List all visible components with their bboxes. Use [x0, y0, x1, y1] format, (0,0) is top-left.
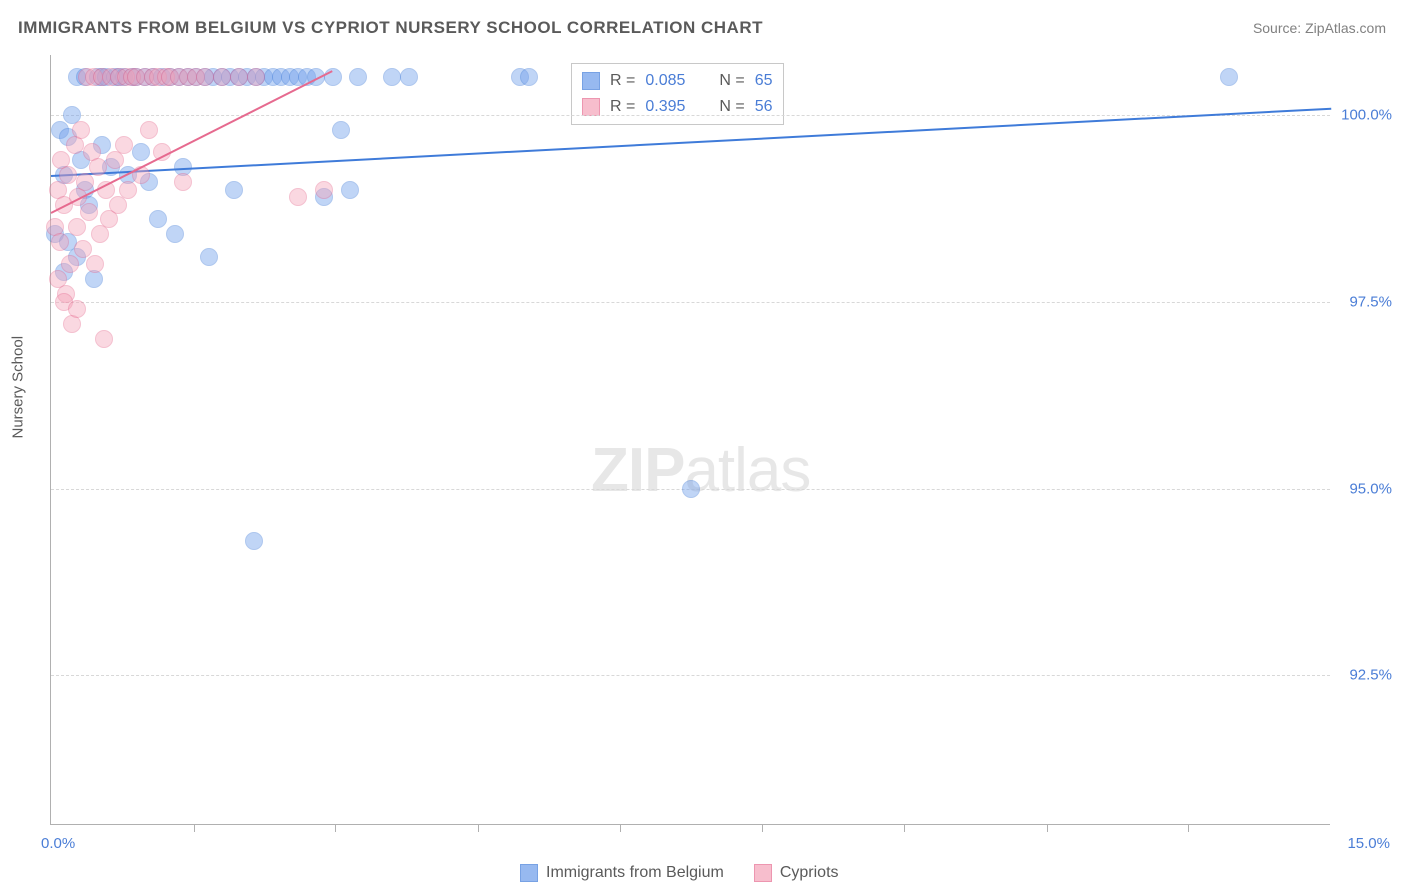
scatter-point	[166, 225, 184, 243]
chart-title: IMMIGRANTS FROM BELGIUM VS CYPRIOT NURSE…	[18, 18, 763, 38]
scatter-point	[89, 158, 107, 176]
scatter-point	[682, 480, 700, 498]
legend-item-series1: Immigrants from Belgium	[520, 864, 724, 882]
stats-row-series1: R = 0.085 N = 65	[582, 68, 773, 94]
x-axis-max-label: 15.0%	[1347, 835, 1390, 852]
scatter-point	[520, 68, 538, 86]
scatter-point	[49, 270, 67, 288]
scatter-point	[86, 255, 104, 273]
scatter-point	[196, 68, 214, 86]
legend-item-series2: Cypriots	[754, 864, 839, 882]
watermark: ZIPatlas	[591, 435, 810, 506]
gridline	[51, 302, 1330, 303]
scatter-point	[59, 166, 77, 184]
plot-area: ZIPatlas R = 0.085 N = 65 R = 0.395 N = …	[50, 55, 1330, 825]
gridline	[51, 675, 1330, 676]
scatter-point	[1220, 68, 1238, 86]
scatter-point	[119, 181, 137, 199]
scatter-point	[332, 121, 350, 139]
scatter-point	[80, 203, 98, 221]
scatter-point	[76, 173, 94, 191]
x-tick	[620, 824, 621, 832]
scatter-point	[61, 255, 79, 273]
scatter-point	[51, 233, 69, 251]
scatter-point	[213, 68, 231, 86]
swatch-series2	[582, 98, 600, 116]
x-tick	[335, 824, 336, 832]
scatter-point	[383, 68, 401, 86]
scatter-point	[245, 532, 263, 550]
scatter-point	[149, 210, 167, 228]
scatter-point	[225, 181, 243, 199]
x-tick	[904, 824, 905, 832]
y-tick-label: 100.0%	[1341, 106, 1392, 123]
stats-row-series2: R = 0.395 N = 56	[582, 94, 773, 120]
scatter-point	[400, 68, 418, 86]
y-tick-label: 92.5%	[1349, 667, 1392, 684]
scatter-point	[349, 68, 367, 86]
x-tick	[194, 824, 195, 832]
x-tick	[762, 824, 763, 832]
scatter-point	[132, 143, 150, 161]
scatter-point	[341, 181, 359, 199]
scatter-point	[247, 68, 265, 86]
legend: Immigrants from Belgium Cypriots	[520, 864, 839, 882]
y-tick-label: 97.5%	[1349, 293, 1392, 310]
scatter-point	[315, 181, 333, 199]
legend-swatch-series2	[754, 864, 772, 882]
scatter-point	[289, 188, 307, 206]
y-axis-label: Nursery School	[10, 336, 27, 439]
scatter-point	[68, 218, 86, 236]
scatter-point	[174, 173, 192, 191]
x-tick	[1188, 824, 1189, 832]
x-tick	[1047, 824, 1048, 832]
swatch-series1	[582, 72, 600, 90]
scatter-point	[115, 136, 133, 154]
scatter-point	[68, 300, 86, 318]
scatter-point	[72, 121, 90, 139]
scatter-point	[140, 121, 158, 139]
scatter-point	[95, 330, 113, 348]
x-axis-min-label: 0.0%	[41, 835, 75, 852]
legend-swatch-series1	[520, 864, 538, 882]
scatter-point	[200, 248, 218, 266]
scatter-point	[230, 68, 248, 86]
source-attribution: Source: ZipAtlas.com	[1253, 20, 1386, 36]
scatter-point	[109, 196, 127, 214]
x-tick	[478, 824, 479, 832]
y-tick-label: 95.0%	[1349, 480, 1392, 497]
